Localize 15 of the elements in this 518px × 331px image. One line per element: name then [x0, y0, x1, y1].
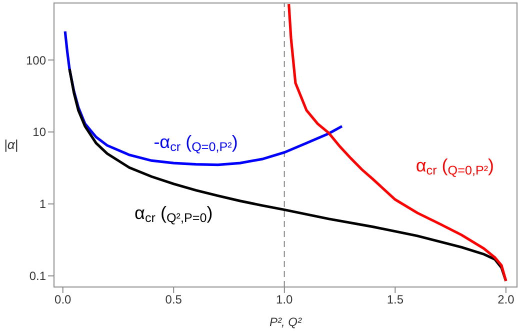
x-tick-label: 1.5	[386, 292, 404, 307]
line-series	[288, 3, 508, 282]
y-tick-label: 0.1	[29, 269, 46, 284]
x-axis-title: P², Q²	[270, 315, 302, 329]
x-tick-label: 2.0	[498, 292, 515, 307]
series-label: α$_{cr}$ ($_{Q=0,P²}$)	[416, 156, 494, 178]
series-label: -α$_{cr}$ ($_{Q=0,P²}$)	[154, 132, 238, 154]
x-tick-label: 0.5	[165, 292, 182, 307]
y-axis-title: |α|	[4, 137, 18, 152]
y-tick-label: 10	[32, 125, 46, 140]
y-tick-label: 100	[26, 53, 46, 68]
y-tick-label: 1	[39, 197, 46, 212]
series-label: α$_{cr}$ ($_{Q²,P=0}$)	[134, 202, 213, 226]
x-tick-label: 0.0	[54, 292, 72, 307]
x-tick-label: 1.0	[276, 292, 294, 307]
